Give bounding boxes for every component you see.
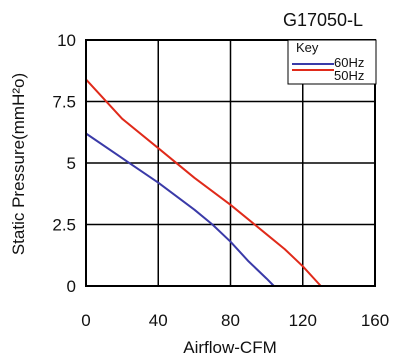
y-axis-title: Static Pressure(mmH²o): [9, 73, 28, 255]
x-axis-title: Airflow-CFM: [183, 338, 277, 357]
legend: Key 60Hz 50Hz: [287, 39, 377, 85]
series-lines: [85, 78, 322, 287]
x-tick-label: 160: [361, 311, 389, 330]
y-tick-label: 10: [57, 31, 76, 50]
y-tick-label: 5: [67, 154, 76, 173]
chart-title: G17050-L: [283, 10, 363, 30]
x-tick-label: 120: [289, 311, 317, 330]
y-tick-label: 7.5: [52, 93, 76, 112]
x-tick-label: 0: [81, 311, 90, 330]
legend-title: Key: [296, 40, 319, 55]
x-tick-labels: 0 40 80 120 160: [81, 311, 389, 330]
legend-label-50hz: 50Hz: [334, 68, 364, 83]
legend-box: [287, 39, 377, 85]
plot-frame: [85, 39, 376, 287]
legend-label-60hz: 60Hz: [334, 55, 364, 70]
y-tick-labels: 0 2.5 5 7.5 10: [52, 31, 76, 296]
x-tick-label: 40: [149, 311, 168, 330]
series-line-60hz: [85, 132, 275, 287]
series-line-50hz: [85, 78, 322, 287]
y-tick-label: 2.5: [52, 216, 76, 235]
x-tick-label: 80: [221, 311, 240, 330]
y-tick-label: 0: [67, 277, 76, 296]
